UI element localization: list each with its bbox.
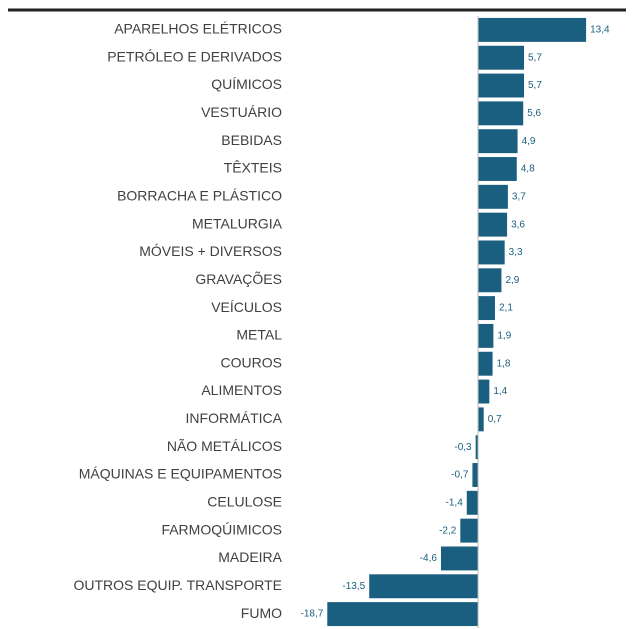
value-label: -4,6	[420, 553, 438, 564]
value-label: 3,3	[509, 247, 523, 258]
category-label: VEÍCULOS	[211, 299, 282, 315]
bar	[478, 17, 587, 42]
value-label: 13,4	[590, 25, 610, 36]
category-label: VESTUÁRIO	[201, 104, 282, 120]
category-label: PETRÓLEO E DERIVADOS	[107, 48, 282, 64]
category-label: METAL	[236, 327, 282, 343]
bar	[478, 407, 484, 432]
category-label: QUÍMICOS	[211, 76, 282, 92]
category-label: MADEIRA	[218, 549, 282, 565]
value-label: -0,7	[451, 470, 469, 481]
bar	[478, 379, 490, 404]
value-label: 5,6	[527, 108, 541, 119]
category-label: MÓVEIS + DIVERSOS	[139, 243, 282, 259]
category-label: TÊXTEIS	[224, 160, 282, 176]
value-label: 2,1	[499, 303, 513, 314]
bar	[369, 574, 479, 599]
category-label: OUTROS EQUIP. TRANSPORTE	[74, 577, 283, 593]
bar	[478, 323, 494, 348]
bar	[478, 296, 495, 321]
bar	[478, 101, 524, 126]
bar	[478, 240, 505, 265]
value-label: 1,8	[497, 358, 511, 369]
bar	[478, 73, 525, 98]
bar	[478, 351, 493, 376]
value-label: -2,2	[439, 525, 457, 536]
bar	[475, 435, 479, 460]
bar	[478, 129, 518, 154]
value-label: 4,9	[522, 136, 536, 147]
category-label: BORRACHA E PLÁSTICO	[117, 188, 282, 204]
value-label: 2,9	[505, 275, 519, 286]
bar	[440, 546, 479, 571]
category-label: METALURGIA	[192, 215, 283, 231]
value-label: 5,7	[528, 80, 542, 91]
value-label: -13,5	[342, 581, 365, 592]
value-label: 3,7	[512, 191, 526, 202]
bar	[466, 490, 479, 515]
category-label: FUMO	[241, 605, 282, 621]
value-label: 3,6	[511, 219, 525, 230]
bar	[478, 184, 508, 209]
category-label: FARMOQÚIMICOS	[161, 521, 282, 537]
category-label: MÁQUINAS E EQUIPAMENTOS	[79, 466, 282, 482]
value-label: -1,4	[446, 497, 464, 508]
value-label: 1,4	[493, 386, 507, 397]
bar	[472, 463, 479, 487]
category-label: GRAVAÇÕES	[195, 271, 282, 287]
bar	[478, 45, 525, 70]
value-label: 4,8	[521, 164, 535, 175]
category-label: BEBIDAS	[221, 132, 282, 148]
category-label: APARELHOS ELÉTRICOS	[114, 21, 282, 37]
category-label: NÃO METÁLICOS	[167, 438, 282, 454]
category-label: ALIMENTOS	[201, 382, 282, 398]
value-label: -0,3	[454, 442, 472, 453]
bar	[327, 602, 479, 627]
value-label: -18,7	[300, 609, 323, 620]
value-label: 1,9	[497, 331, 511, 342]
category-label: COUROS	[221, 354, 282, 370]
bar	[478, 268, 502, 293]
bar	[478, 212, 508, 237]
value-label: 5,7	[528, 52, 542, 63]
category-label: CELULOSE	[207, 494, 282, 510]
bar	[460, 518, 479, 543]
bar	[478, 157, 517, 181]
category-label: INFORMÁTICA	[186, 410, 283, 426]
value-label: 0,7	[488, 414, 502, 425]
